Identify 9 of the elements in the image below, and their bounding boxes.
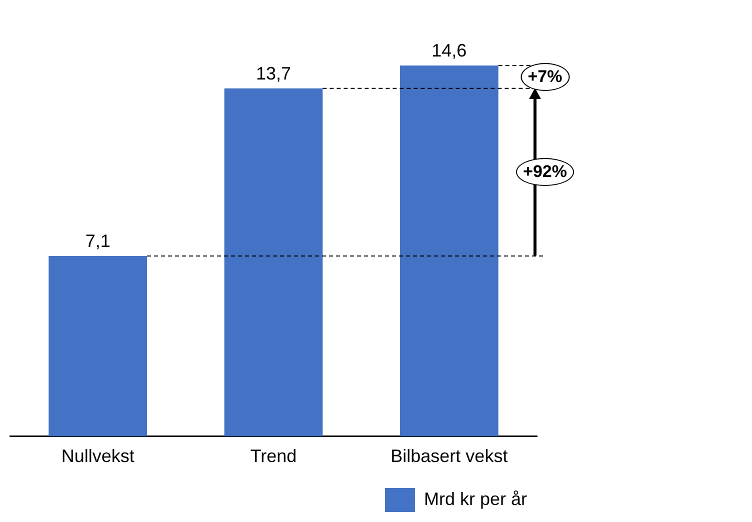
data-label: 13,7 bbox=[256, 63, 292, 84]
x-tick-label: Nullvekst bbox=[61, 446, 134, 466]
x-tick-label: Trend bbox=[250, 446, 297, 466]
data-label: 14,6 bbox=[432, 40, 467, 61]
data-label: 7,1 bbox=[85, 231, 110, 252]
x-tick-label: Bilbasert vekst bbox=[390, 446, 508, 466]
annotation: +7% bbox=[520, 62, 570, 91]
annotation: +92% bbox=[516, 158, 574, 186]
legend-label: Mrd kr per år bbox=[424, 488, 528, 509]
